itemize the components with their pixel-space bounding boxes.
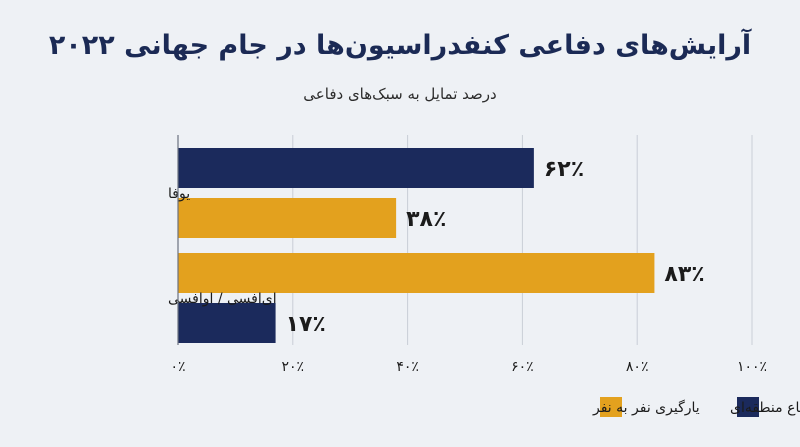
- chart-title: آرایش‌های دفاعی کنفدراسیون‌ها در جام جها…: [48, 30, 752, 61]
- x-tick-label: ۶۰٪: [511, 359, 534, 375]
- legend-swatch: [737, 397, 759, 417]
- legend-label: یارگیری نفر به نفر: [592, 399, 700, 416]
- legend-swatch: [600, 397, 622, 417]
- legend-label: دفاع منطقه‌ای: [730, 400, 800, 416]
- data-label: ۱۷٪: [286, 312, 326, 337]
- data-label: ۸۳٪: [664, 262, 704, 287]
- bar: [178, 303, 276, 343]
- x-tick-label: ۱۰۰٪: [737, 359, 767, 375]
- x-tick-label: ۸۰٪: [626, 359, 649, 375]
- data-label: ۳۸٪: [406, 207, 446, 232]
- data-label: ۶۲٪: [544, 157, 584, 182]
- x-tick-label: ۰٪: [170, 359, 185, 375]
- x-tick-label: ۴۰٪: [396, 359, 419, 375]
- category-label: یوفا: [168, 186, 190, 202]
- category-label: ای‌افسی / اوافسی: [168, 291, 277, 307]
- bar: [178, 253, 655, 293]
- x-tick-label: ۲۰٪: [282, 359, 305, 375]
- bar: [178, 148, 534, 188]
- bar: [178, 198, 397, 238]
- chart-subtitle: درصد تمایل به سبک‌های دفاعی: [303, 85, 497, 103]
